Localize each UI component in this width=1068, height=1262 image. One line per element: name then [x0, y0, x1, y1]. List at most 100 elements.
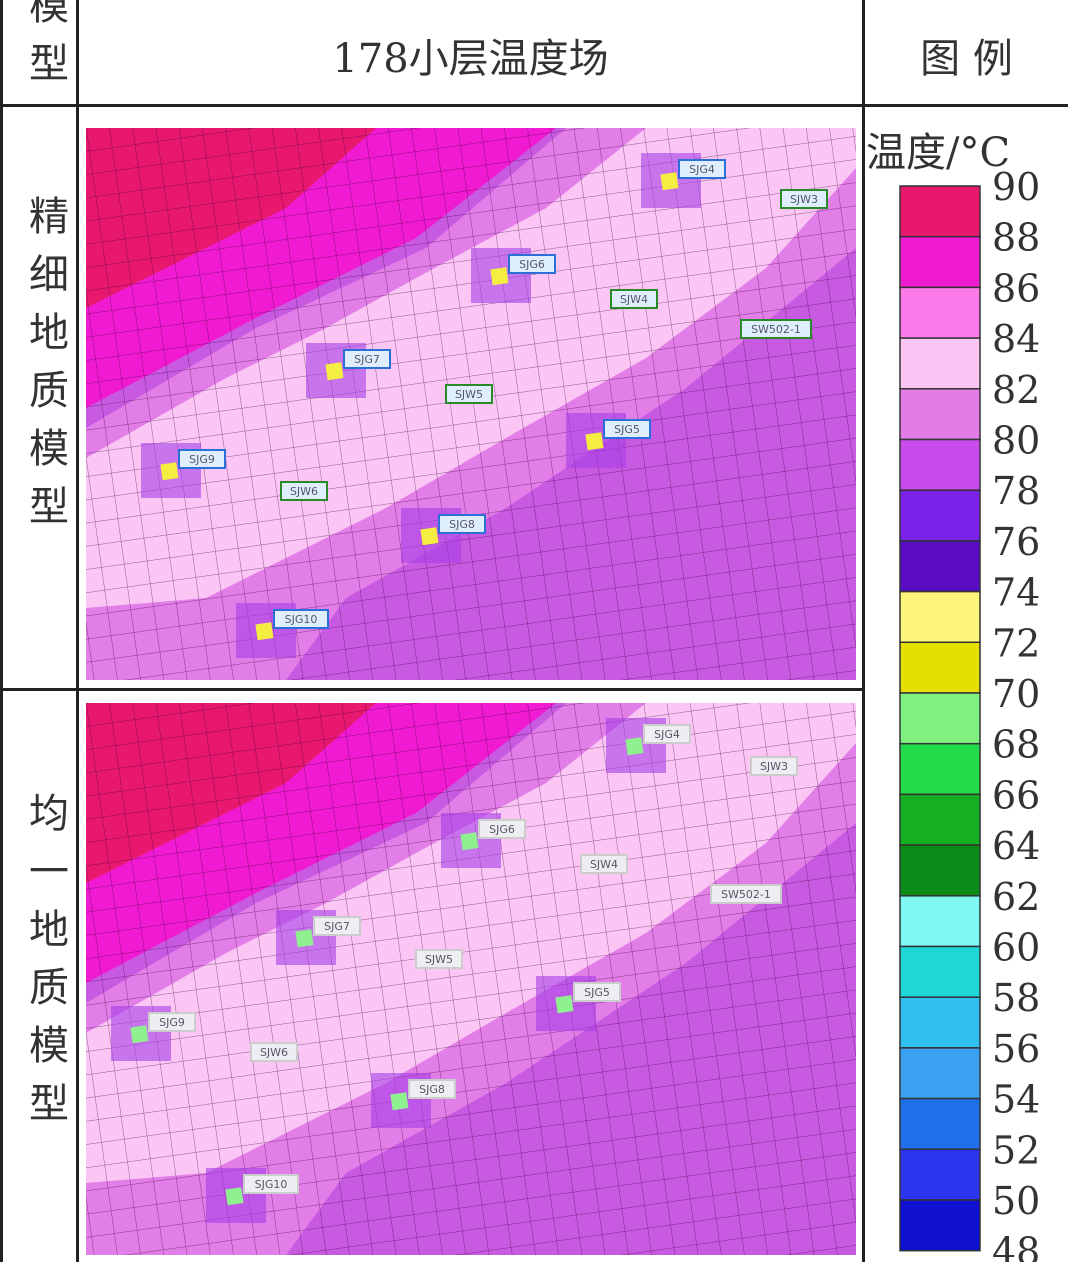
legend-tick-label: 84 — [992, 317, 1040, 361]
well-label: SJG4 — [689, 163, 715, 176]
legend: 90 88 86 84 82 80 78 76 74 72 70 68 66 64 62 60 58 56 54 52… — [899, 170, 1040, 1262]
well-label: SJG7 — [324, 920, 350, 933]
well-label: SJW4 — [590, 858, 618, 871]
well-cell — [160, 462, 179, 481]
legend-tick-label: 80 — [992, 419, 1040, 463]
well-label-box — [438, 514, 486, 534]
well-cell — [295, 929, 314, 948]
legend-tick-label: 56 — [992, 1027, 1040, 1071]
border — [76, 0, 79, 1262]
legend-swatch — [899, 337, 981, 390]
legend-tick-label: 74 — [992, 571, 1040, 615]
legend-swatch — [899, 742, 981, 796]
well-cell — [390, 1092, 409, 1111]
legend-tick-label: 60 — [992, 926, 1040, 970]
legend-swatch — [899, 1199, 981, 1252]
well-label: SJG5 — [584, 986, 610, 999]
well-label: SJG8 — [449, 518, 475, 531]
legend-swatch — [899, 692, 981, 745]
legend-swatch — [899, 641, 981, 694]
border — [0, 104, 1068, 107]
well-label: SJG9 — [189, 453, 215, 466]
well-label: SW502-1 — [751, 323, 801, 336]
legend-tick-label: 54 — [992, 1078, 1040, 1122]
row-label: 均一地质模型 — [22, 792, 68, 1140]
well-cell — [490, 267, 509, 286]
legend-tick-label: 86 — [992, 266, 1040, 310]
well-label-box — [408, 1079, 456, 1099]
legend-tick-label: 90 — [992, 170, 1040, 209]
well-label: SJG7 — [354, 353, 380, 366]
well-label-box — [343, 349, 391, 369]
legend-tick-label: 70 — [992, 672, 1040, 716]
well-label-box — [148, 1012, 196, 1032]
legend-swatch — [899, 945, 981, 998]
well-label: SW502-1 — [721, 888, 771, 901]
well-label: SJG9 — [159, 1016, 185, 1029]
legend-title: 温度/°C — [866, 130, 1011, 176]
border — [0, 0, 3, 1262]
legend-tick-label: 58 — [992, 976, 1040, 1020]
legend-swatch — [899, 590, 981, 644]
well-label-box — [573, 982, 621, 1002]
well-label-box — [273, 609, 329, 629]
well-label-box — [415, 949, 463, 969]
well-label-box — [710, 884, 782, 904]
grid — [86, 703, 856, 1255]
well-cell — [420, 527, 439, 546]
well-label-box — [610, 289, 658, 309]
well-label: SJG8 — [419, 1083, 445, 1096]
well-cell — [325, 362, 344, 381]
well-label-box — [313, 916, 361, 936]
legend-tick-label: 52 — [992, 1128, 1040, 1172]
legend-tick-label: 62 — [992, 875, 1040, 919]
legend-swatch — [899, 388, 981, 441]
well-label-box — [740, 319, 812, 339]
temperature-map: SJG4 SJW3 SJG6 SJW4 SW502-1 SJG7 SJW5 SJG5 SJG9 S… — [86, 128, 856, 680]
legend-swatch — [899, 895, 981, 948]
legend-swatch — [899, 1047, 981, 1100]
well-cell — [585, 432, 604, 451]
legend-tick-label: 64 — [992, 824, 1040, 868]
legend-tick-label: 50 — [992, 1179, 1040, 1223]
well-label-box — [603, 419, 651, 439]
well-label-box — [580, 854, 628, 874]
legend-swatch — [899, 996, 981, 1049]
temperature-map: SJG4 SJW3 SJG6 SJW4 SW502-1 SJG7 SJW5 SJG5 SJG9 S… — [86, 703, 856, 1255]
well-label: SJG10 — [285, 613, 318, 626]
well-label-box — [478, 819, 526, 839]
legend-tick-label: 48 — [992, 1230, 1040, 1262]
well-cell — [625, 737, 644, 756]
well-label: SJW4 — [620, 293, 648, 306]
well-cell — [660, 172, 679, 191]
legend-tick-label: 72 — [992, 621, 1040, 665]
well-label: SJW5 — [425, 953, 453, 966]
border — [0, 688, 865, 691]
well-cell — [255, 622, 274, 641]
legend-tick-label: 76 — [992, 520, 1040, 564]
legend-tick-label: 68 — [992, 723, 1040, 767]
row-label: 精细地质模型 — [22, 195, 68, 543]
well-label: SJG5 — [614, 423, 640, 436]
well-label-box — [243, 1174, 299, 1194]
header-title: 178小层温度场 — [332, 36, 609, 82]
legend-tick-label: 66 — [992, 773, 1040, 817]
well-cell — [225, 1187, 244, 1206]
header-model: 模型 — [22, 0, 68, 100]
legend-swatch — [899, 286, 981, 339]
legend-swatch — [899, 1097, 981, 1151]
well-label-box — [678, 159, 726, 179]
well-label: SJG6 — [519, 258, 545, 271]
well-label-box — [250, 1042, 298, 1062]
well-cell — [555, 995, 574, 1014]
legend-swatch — [899, 185, 981, 238]
well-label: SJG6 — [489, 823, 515, 836]
legend-swatch — [899, 793, 981, 846]
legend-tick-label: 78 — [992, 469, 1040, 513]
header-legend: 图 例 — [920, 36, 1013, 82]
well-label-box — [643, 724, 691, 744]
well-label: SJG10 — [255, 1178, 288, 1191]
legend-swatch — [899, 844, 981, 897]
well-cell — [130, 1025, 149, 1044]
